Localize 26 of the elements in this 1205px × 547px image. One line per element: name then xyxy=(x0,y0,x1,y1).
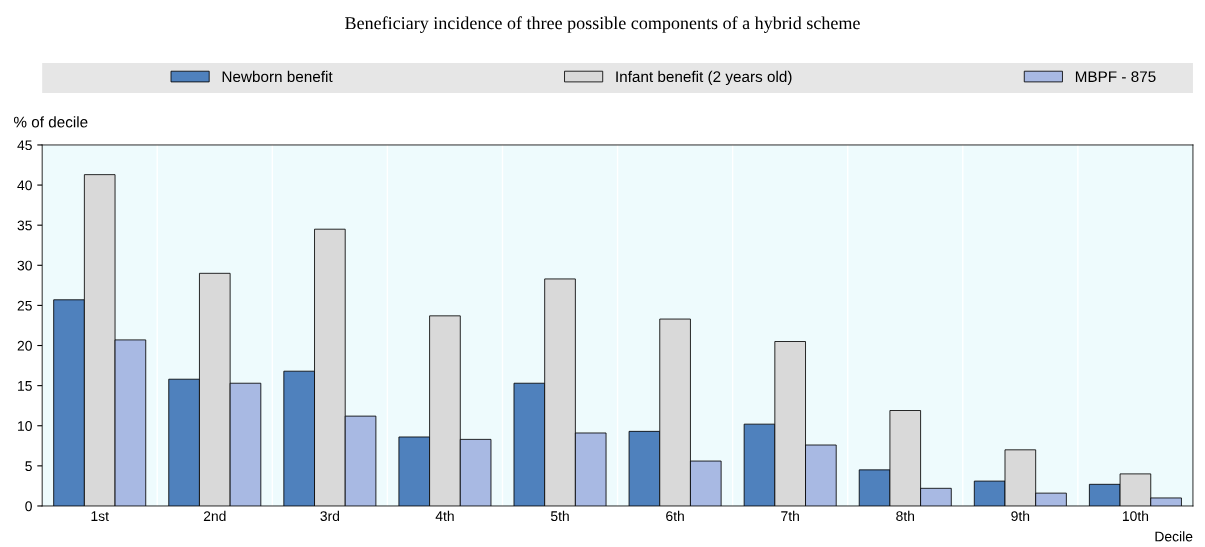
x-tick-label: 7th xyxy=(781,510,799,522)
x-tick-label: 9th xyxy=(1011,510,1030,522)
x-tick-label: 4th xyxy=(435,510,454,522)
legend-label: Newborn benefit xyxy=(222,70,333,83)
legend-label: Infant benefit (2 years old) xyxy=(616,70,792,86)
y-tick-label: 40 xyxy=(17,180,32,191)
x-tick-label: 8th xyxy=(896,510,915,522)
y-tick-label: 10 xyxy=(18,421,32,431)
x-tick-label: 2nd xyxy=(203,510,226,522)
x-axis-title: Decile xyxy=(1155,531,1193,542)
y-tick-label: 15 xyxy=(18,381,32,391)
y-tick-label: 35 xyxy=(17,220,32,231)
y-axis-title: % of decile xyxy=(13,116,88,128)
x-tick-label: 1st xyxy=(91,511,109,522)
y-tick-label: 5 xyxy=(25,461,32,472)
chart-title: Beneficiary incidence of three possible components of a hybrid scheme xyxy=(345,16,860,33)
x-tick-label: 5th xyxy=(550,510,569,522)
legend-label: MBPF - 875 xyxy=(1075,71,1156,83)
y-tick-label: 25 xyxy=(17,300,32,311)
y-tick-label: 0 xyxy=(25,501,32,512)
y-tick-label: 30 xyxy=(17,260,32,271)
x-tick-label: 6th xyxy=(666,510,684,522)
y-tick-label: 20 xyxy=(17,340,32,351)
x-tick-label: 10th xyxy=(1122,510,1149,522)
y-tick-label: 45 xyxy=(17,140,32,151)
x-tick-label: 3rd xyxy=(320,510,340,522)
